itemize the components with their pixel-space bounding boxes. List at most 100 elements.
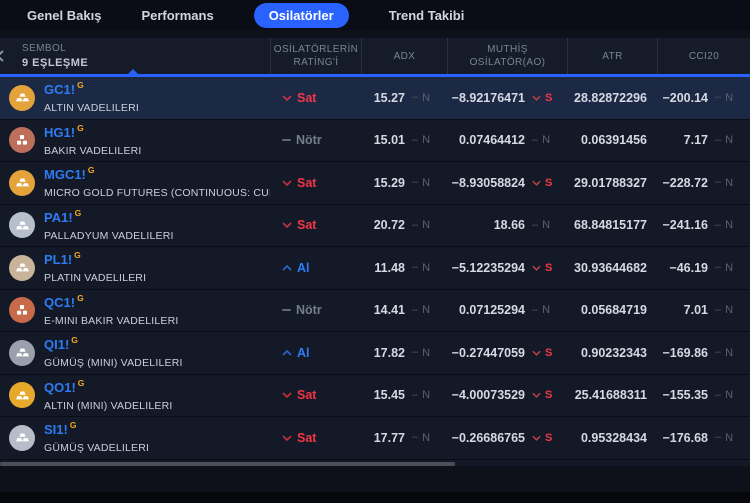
atr-value: 0.06391456 [580, 133, 647, 148]
symbol-header-label: SEMBOL [22, 42, 67, 54]
tab-trend-takibi[interactable]: Trend Takibi [389, 3, 465, 28]
cci20-cell: 7.01 – N [657, 303, 750, 317]
ao-cell: −8.92176471 – S [447, 91, 567, 105]
chevron-down-icon [532, 265, 541, 271]
cci20-signal: – N [715, 219, 742, 231]
signal-letter: N [422, 134, 431, 147]
atr-cell: 0.90232343 [567, 346, 657, 360]
copper-cubes-icon [9, 297, 35, 324]
dash-icon: – [412, 431, 419, 444]
column-header-symbol[interactable]: SEMBOL 9 EŞLEŞME [0, 38, 270, 74]
cci20-value: −228.72 [662, 175, 708, 190]
ao-value: 0.07125294 [458, 303, 525, 318]
atr-value: 29.01788327 [574, 175, 647, 190]
ao-signal: – S [532, 92, 559, 104]
rating-label: Sat [297, 90, 317, 105]
table-row[interactable]: HG1! G BAKIR VADELILERI Nötr 15.01 – N 0.… [0, 119, 750, 162]
atr-value: 68.84815177 [574, 218, 647, 233]
table-row[interactable]: SI1! G GÜMÜŞ VADELILERI Sat 17.77 – N −0.… [0, 417, 750, 460]
table-row[interactable]: QO1! G ALTIN (MINI) VADELILERI Sat 15.45 … [0, 374, 750, 417]
tab-label: Osilatörler [268, 7, 334, 23]
ao-cell: −0.26686765 – S [447, 431, 567, 445]
adx-value: 15.29 [373, 175, 405, 190]
rating-label: Sat [297, 430, 317, 445]
delayed-data-badge: G [77, 123, 84, 133]
column-header-cci20[interactable]: CCI20 [657, 38, 750, 74]
table-body: GC1! G ALTIN VADELILERI Sat 15.27 – N −8.… [0, 77, 750, 460]
delayed-data-badge: G [77, 81, 84, 91]
table-row[interactable]: GC1! G ALTIN VADELILERI Sat 15.27 – N −8.… [0, 77, 750, 120]
collapse-left-icon[interactable] [0, 50, 5, 62]
column-header-label: CCI20 [688, 50, 720, 62]
symbol-cell: GC1! G ALTIN VADELILERI [0, 81, 270, 114]
symbol-cell: QO1! G ALTIN (MINI) VADELILERI [0, 379, 270, 412]
cci20-value: −46.19 [669, 260, 708, 275]
dash-icon: – [412, 133, 419, 146]
dash-icon: – [532, 133, 539, 146]
chevron-down-icon [282, 222, 292, 229]
cci20-signal: – N [715, 347, 742, 359]
atr-value: 25.41688311 [574, 388, 647, 403]
ao-value: −8.93058824 [451, 175, 525, 190]
table-row[interactable]: QI1! G GÜMÜŞ (MINI) VADELILERI Al 17.82 –… [0, 332, 750, 375]
rating-label: Sat [297, 218, 317, 233]
symbol-link[interactable]: QO1! [44, 379, 76, 395]
symbol-link[interactable]: PA1! [44, 209, 73, 225]
minus-icon [282, 139, 291, 142]
symbol-link[interactable]: QI1! [44, 337, 70, 353]
signal-letter: N [725, 219, 734, 232]
symbol-link[interactable]: QC1! [44, 294, 76, 310]
symbol-link[interactable]: MGC1! [44, 167, 86, 183]
ao-cell: −5.12235294 – S [447, 261, 567, 275]
column-header-atr[interactable]: ATR [567, 38, 657, 74]
signal-letter: N [725, 389, 734, 402]
delayed-data-badge: G [77, 293, 84, 303]
symbol-link[interactable]: SI1! [44, 422, 68, 438]
signal-letter: N [422, 389, 431, 402]
cci20-cell: −155.35 – N [657, 388, 750, 402]
horizontal-scrollbar-thumb[interactable] [0, 461, 455, 466]
symbol-link[interactable]: PL1! [44, 252, 73, 268]
rating-label: Al [297, 345, 310, 360]
symbol-link[interactable]: GC1! [44, 82, 76, 98]
adx-signal: – N [412, 92, 439, 104]
table-row[interactable]: MGC1! G MICRO GOLD FUTURES (CONTINUOUS: C… [0, 162, 750, 205]
symbol-text-block: QC1! G E-MINI BAKIR VADELILERI [44, 294, 179, 327]
symbol-link[interactable]: HG1! [44, 124, 76, 140]
cci20-cell: −169.86 – N [657, 346, 750, 360]
signal-letter: S [545, 176, 553, 189]
atr-cell: 25.41688311 [567, 388, 657, 402]
table-row[interactable]: PA1! G PALLADYUM VADELILERI Sat 20.72 – N… [0, 204, 750, 247]
ao-signal: – S [532, 347, 559, 359]
tab-osilat-rler[interactable]: Osilatörler [253, 2, 349, 28]
atr-value: 28.82872296 [574, 90, 647, 105]
rating-cell: Nötr [270, 133, 361, 147]
atr-cell: 28.82872296 [567, 91, 657, 105]
symbol-cell: PA1! G PALLADYUM VADELILERI [0, 209, 270, 242]
adx-signal: – N [412, 389, 439, 401]
cci20-value: 7.17 [683, 133, 708, 148]
atr-value: 0.05684719 [580, 303, 647, 318]
delayed-data-badge: G [74, 208, 82, 218]
adx-cell: 14.41 – N [361, 303, 447, 317]
adx-signal: – N [412, 177, 439, 189]
screener-table: SEMBOL 9 EŞLEŞME OSİLATÖRLERİN RATİNG'İ … [0, 38, 750, 466]
ao-cell: 0.07125294 – N [447, 303, 567, 317]
ao-cell: −8.93058824 – S [447, 176, 567, 190]
adx-value: 15.01 [373, 133, 405, 148]
tab-performans[interactable]: Performans [141, 3, 213, 28]
tab-genel-bak-[interactable]: Genel Bakış [27, 3, 101, 28]
table-row[interactable]: QC1! G E-MINI BAKIR VADELILERI Nötr 14.41… [0, 289, 750, 332]
ao-signal: – N [532, 304, 559, 316]
adx-value: 15.27 [373, 90, 405, 105]
dash-icon: – [715, 346, 722, 359]
signal-letter: N [422, 219, 431, 232]
column-header-ao[interactable]: MUTHİŞ OSİLATÖR(AO) [447, 38, 567, 74]
column-header-rating[interactable]: OSİLATÖRLERİN RATİNG'İ [270, 38, 361, 74]
adx-cell: 20.72 – N [361, 218, 447, 232]
atr-value: 0.95328434 [580, 430, 647, 445]
signal-letter: N [725, 91, 734, 104]
column-header-adx[interactable]: ADX [361, 38, 447, 74]
signal-letter: S [545, 261, 553, 274]
table-row[interactable]: PL1! G PLATIN VADELILERI Al 11.48 – N −5.… [0, 247, 750, 290]
